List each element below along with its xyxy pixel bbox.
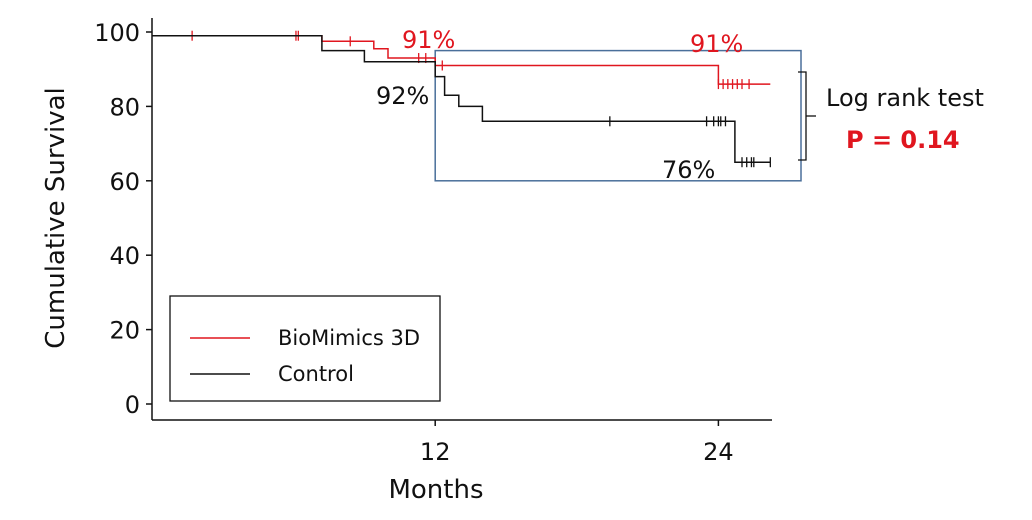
highlight-box — [434, 49, 802, 182]
survival-percent-label: 91% — [690, 30, 743, 58]
survival-percent-label: 92% — [376, 82, 429, 110]
survival-percent-label: 91% — [402, 26, 455, 54]
y-tick-label: 60 — [109, 168, 140, 196]
legend-label: Control — [278, 362, 354, 386]
p-value-label: P = 0.14 — [846, 126, 960, 154]
survival-percent-label: 76% — [662, 156, 715, 184]
x-axis-title: Months — [388, 475, 483, 505]
y-tick-label: 100 — [94, 19, 140, 47]
y-axis-title: Cumulative Survival — [41, 87, 71, 349]
y-tick-label: 20 — [109, 317, 140, 345]
stat-bracket — [798, 71, 807, 161]
series-line-control — [152, 34, 771, 163]
y-tick-label: 0 — [125, 391, 140, 419]
series-line-biomimics — [152, 34, 771, 85]
y-tick-label: 40 — [109, 242, 140, 270]
x-tick-label: 12 — [420, 438, 451, 466]
y-tick-label: 80 — [109, 93, 140, 121]
log-rank-test-label: Log rank test — [826, 84, 984, 112]
legend-box — [169, 295, 441, 402]
x-tick-label: 24 — [703, 438, 734, 466]
legend-label: BioMimics 3D — [278, 326, 420, 350]
